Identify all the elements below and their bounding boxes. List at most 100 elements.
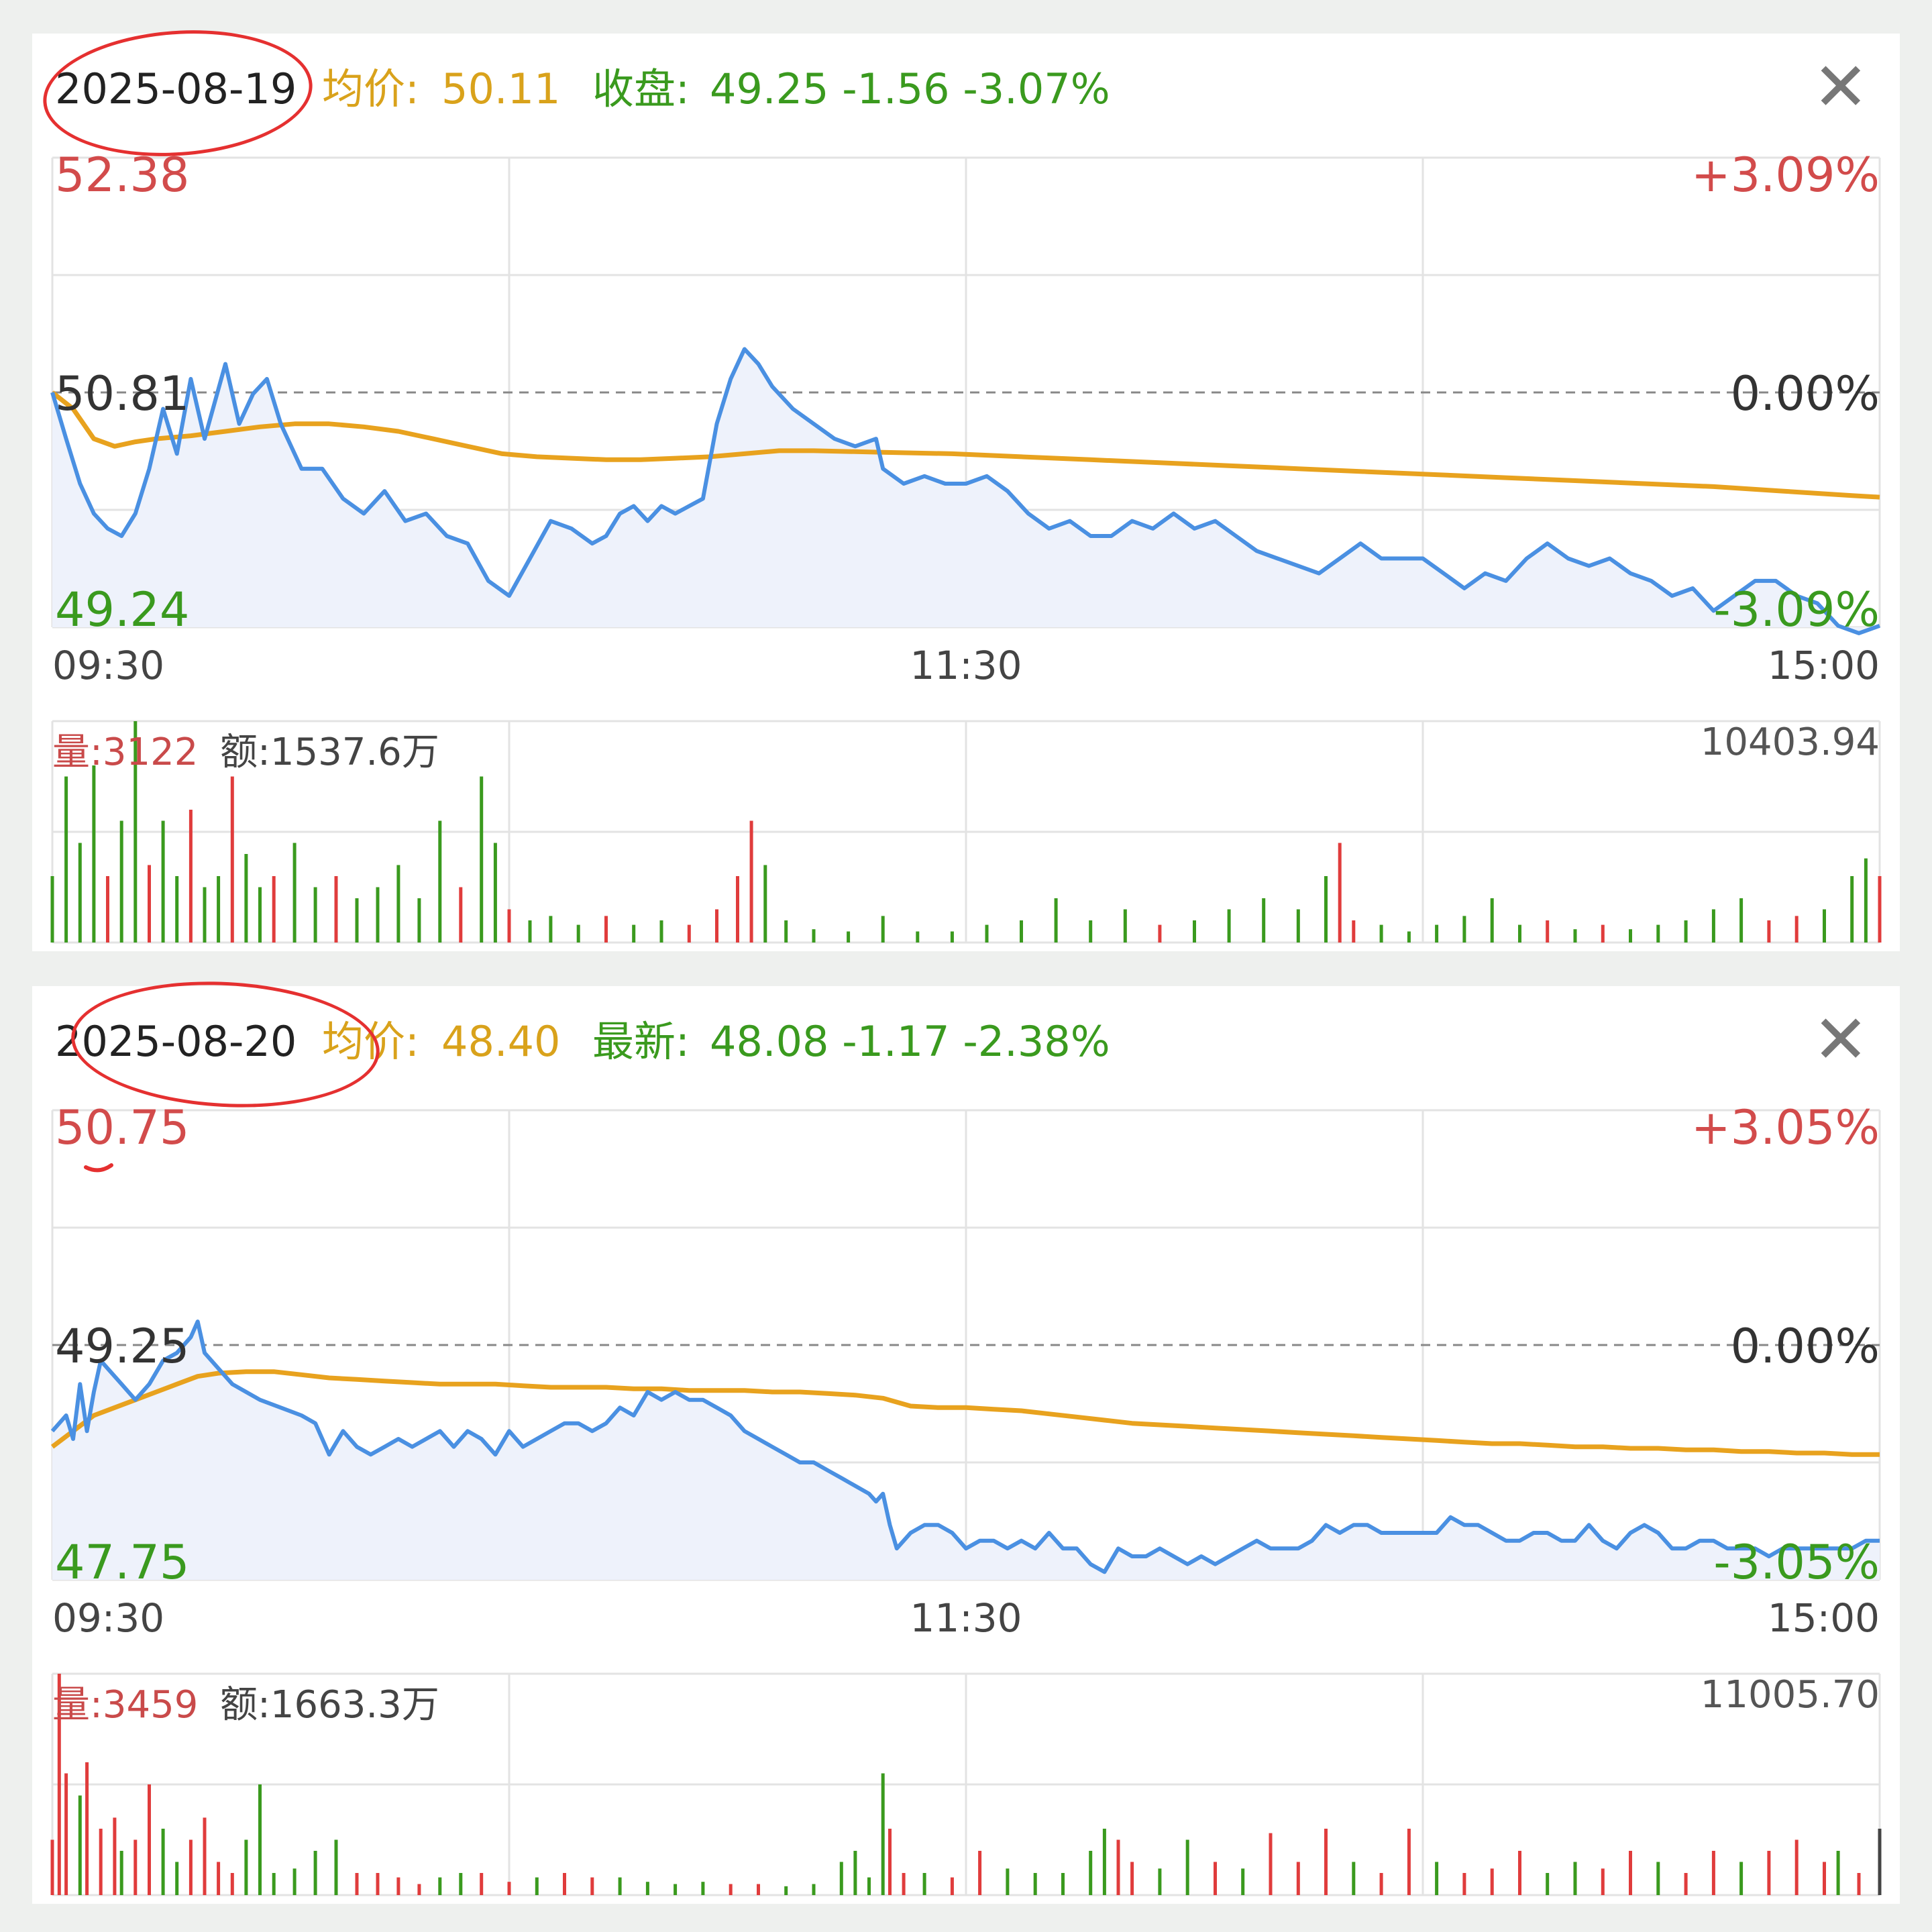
volume-bar [1711,909,1715,943]
volume-bar [950,1877,954,1895]
info-header: 2025-08-19 均价: 50.11 收盘: 49.25 -1.56 -3.… [32,34,1900,141]
volume-bar [50,1839,54,1895]
volume-bar [922,1873,926,1895]
volume-bar [1684,920,1688,943]
chart-panel-aug19: 2025-08-19 均价: 50.11 收盘: 49.25 -1.56 -3.… [32,21,1900,951]
volume-bar [1296,1862,1300,1895]
volume-bar [1338,843,1342,943]
volume-bar [881,916,885,943]
latest-price-label: 最新: [592,1017,690,1066]
price-max-label: 52.38 [55,148,189,203]
avg-price-line [50,1369,1880,1457]
volume-bar [313,887,317,943]
volume-bar [459,887,463,943]
volume-bar [674,1884,678,1895]
price-area-fill [52,349,1880,633]
volume-bar [1102,1829,1106,1895]
volume-bar [217,876,221,943]
volume-bar [355,898,359,943]
volume-bar [480,776,484,943]
volume-bar [334,1839,338,1895]
avg-price-line [50,390,1880,500]
volume-bar [888,1829,892,1895]
volume-bar [1546,1873,1550,1895]
close-icon[interactable]: ✕ [1813,1000,1869,1079]
volume-bar [549,916,553,943]
volume-bar [258,1784,262,1895]
volume-bar [1656,1862,1660,1895]
time-end-label: 15:00 [1768,643,1880,688]
volume-bar [950,931,954,943]
volume-bar [1324,1829,1328,1895]
volume-bar [1324,876,1328,943]
volume-bar [1130,1862,1134,1895]
volume-bar [1462,1873,1466,1895]
volume-bar [78,843,82,943]
volume-bar [85,1762,89,1895]
volume-bar [645,1882,649,1895]
chart-panel-aug20: 2025-08-20 均价: 48.40 最新: 48.08 -1.17 -2.… [32,974,1900,1904]
volume-bar [1857,1873,1861,1895]
volume-bar [396,865,400,943]
volume-bar [99,1829,103,1895]
pct-max-label: +3.09% [1691,148,1880,203]
volume-bar [92,765,96,943]
volume-bar [1379,1873,1383,1895]
volume-bar [1601,1868,1605,1895]
volume-bar [1116,1839,1120,1895]
volume-bar [189,810,193,943]
volume-bar [376,887,380,943]
volume-bar [133,721,138,943]
volume-bar [1006,1868,1010,1895]
volume-bar [1878,876,1882,943]
volume-bar [1158,924,1162,943]
volume-bar [784,920,788,943]
volume-bar [1269,1833,1273,1895]
price-line [50,1320,1880,1574]
volume-bar [119,820,123,943]
volume-bar [1601,924,1605,943]
volume-max-label: 10403.94 [1701,720,1880,764]
volume-bar [1490,1868,1494,1895]
volume-bar [1352,1862,1356,1895]
volume-bar [1684,1873,1688,1895]
volume-bar [438,820,442,943]
volume-bar [50,876,54,943]
volume-bar [1262,898,1266,943]
volume-bar [355,1873,359,1895]
close-icon[interactable]: ✕ [1813,48,1869,126]
volume-bar [902,1873,906,1895]
volume-bar [64,776,68,943]
volume-bar [189,1839,193,1895]
price-mid-label: 49.25 [55,1319,189,1374]
volume-bar [1573,1862,1577,1895]
volume-bar [480,1873,484,1895]
amount-label: 额:1663.3万 [220,1683,439,1727]
volume-bar [1490,898,1494,943]
time-mid-label: 11:30 [910,1595,1022,1641]
pct-mid-label: 0.00% [1731,366,1880,421]
price-min-label: 49.24 [55,582,189,637]
volume-bar [632,924,636,943]
date-label: 2025-08-19 [55,64,297,113]
volume-bar [292,843,297,943]
volume-bar [1061,1873,1065,1895]
volume-bar [148,1784,151,1895]
volume-bar [1739,1862,1743,1895]
volume-bar [1518,1851,1521,1895]
time-end-label: 15:00 [1768,1595,1880,1641]
volume-bar [396,1877,400,1895]
volume-bar [853,1851,857,1895]
info-header: 2025-08-20 均价: 48.40 最新: 48.08 -1.17 -2.… [32,986,1900,1093]
volume-bar [438,1877,442,1895]
volume-bar [106,876,109,943]
volume-bar [701,1882,705,1895]
volume-bar [563,1873,566,1895]
price-max-label: 50.75 [55,1100,189,1155]
volume-bar [292,1868,297,1895]
volume-bar [867,1877,871,1895]
underline-annotation [84,1163,113,1173]
volume-bar [985,924,989,943]
volume-bar [1020,920,1023,943]
volume-bar [1878,1829,1882,1895]
